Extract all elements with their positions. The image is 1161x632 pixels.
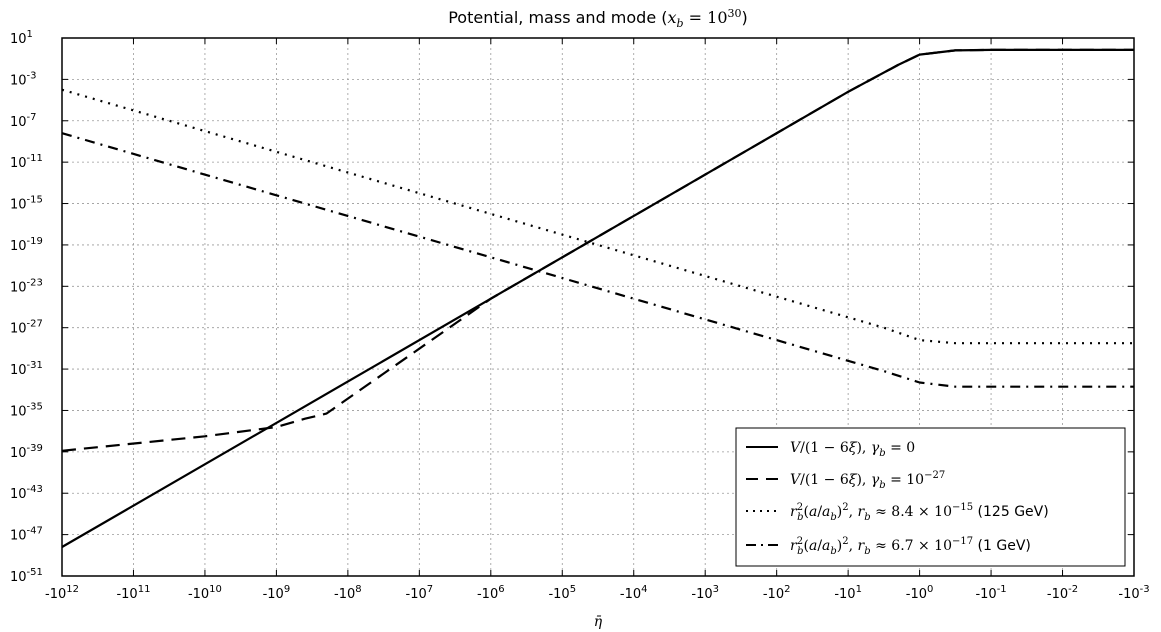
legend-box <box>735 427 1126 567</box>
x-tick-label: -10-1 <box>975 584 1006 602</box>
y-tick-label: 10-7 <box>10 112 37 130</box>
y-axis-ticks: 101 10-3 10-7 10-11 10-15 10-19 10-23 10-27 10-3… <box>10 29 1134 585</box>
series-line-dashed <box>61 48 1134 452</box>
x-tick-label: -1010 <box>188 584 222 602</box>
y-tick-label: 10-27 <box>10 319 43 337</box>
series-layer <box>61 48 1134 548</box>
x-axis-label: η̄ <box>594 614 603 630</box>
plot-frame <box>61 37 1135 577</box>
y-tick-label: 10-11 <box>10 153 43 171</box>
y-tick-label: 10-39 <box>10 443 43 461</box>
x-tick-label: -104 <box>620 584 648 602</box>
y-tick-label: 10-51 <box>10 567 43 585</box>
series-line-dashdot <box>61 132 1134 388</box>
y-tick-label: 10-43 <box>10 484 43 502</box>
y-tick-label: 10-47 <box>10 526 43 544</box>
x-tick-label: -1012 <box>45 584 79 602</box>
series-line-dotted <box>61 88 1134 345</box>
y-tick-label: 10-15 <box>10 195 43 213</box>
y-tick-label: 10-35 <box>10 401 43 419</box>
legend: V/(1 − 6ξ), γb = 0 V/(1 − 6ξ), γb = 10−2… <box>735 427 1126 567</box>
x-tick-label: -105 <box>548 584 576 602</box>
x-tick-label: -106 <box>477 584 505 602</box>
x-axis-ticks: -1012 -1011 -1010 -109 -108 -107 -106 -105 -104 -… <box>45 38 1150 602</box>
x-tick-label: -10-3 <box>1118 584 1149 602</box>
legend-label-dashdot: r2 b(a/ab)2, rb ≈ 6.7 × 10−17 (1 GeV) <box>790 536 1031 557</box>
x-tick-label: -100 <box>906 584 934 602</box>
x-tick-label: -1011 <box>116 584 150 602</box>
x-tick-label: -108 <box>334 584 362 602</box>
x-tick-label: -109 <box>263 584 291 602</box>
x-tick-label: -107 <box>406 584 434 602</box>
y-tick-label: 10-23 <box>10 277 43 295</box>
y-tick-label: 10-19 <box>10 236 43 254</box>
y-tick-label: 10-3 <box>10 70 37 88</box>
legend-label-dotted: r2 b(a/ab)2, rb ≈ 8.4 × 10−15 (125 GeV) <box>790 502 1049 523</box>
x-tick-label: -102 <box>763 584 791 602</box>
x-tick-label: -101 <box>834 584 862 602</box>
x-tick-label: -103 <box>691 584 719 602</box>
legend-label-dashed: V/(1 − 6ξ), γb = 10−27 <box>790 470 945 491</box>
y-tick-label: 10-31 <box>10 360 43 378</box>
y-tick-label: 101 <box>10 29 33 47</box>
chart-title: Potential, mass and mode (xb = 1030) <box>448 7 748 30</box>
x-tick-label: -10-2 <box>1047 584 1078 602</box>
